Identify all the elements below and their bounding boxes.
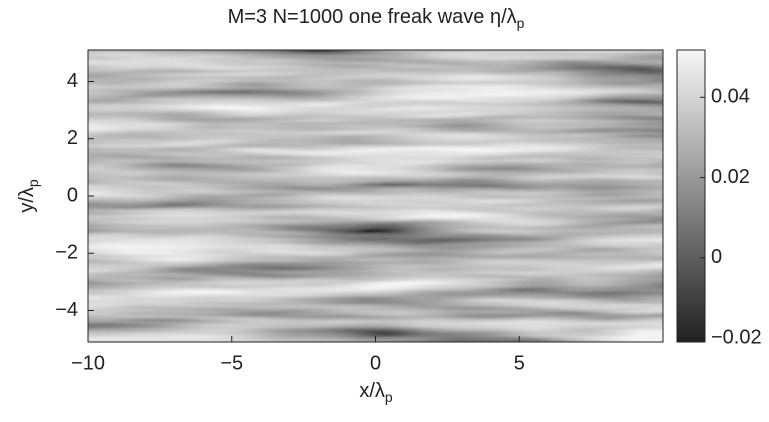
colorbar-tick-label: 0.02 — [711, 166, 750, 188]
x-tick-label: 0 — [370, 352, 381, 374]
y-tick-label: 0 — [67, 184, 78, 206]
colorbar-tick-label: −0.02 — [711, 326, 762, 348]
colorbar-tick-label: 0.04 — [711, 86, 750, 108]
y-tick-label: 4 — [67, 70, 78, 92]
chart-title: M=3 N=1000 one freak wave η/λp — [228, 6, 525, 30]
x-tick-label: 5 — [514, 352, 525, 374]
y-tick-label: 2 — [67, 127, 78, 149]
x-tick-label: −10 — [71, 352, 105, 374]
y-tick-label: −4 — [55, 299, 78, 321]
colorbar — [676, 49, 706, 343]
y-tick-label: −2 — [55, 242, 78, 264]
colorbar-tick-label: 0 — [711, 246, 722, 268]
wave-field — [88, 50, 663, 342]
x-tick-label: −5 — [220, 352, 243, 374]
x-axis-label: x/λp — [359, 380, 393, 404]
y-axis-label: y/λp — [16, 179, 40, 213]
